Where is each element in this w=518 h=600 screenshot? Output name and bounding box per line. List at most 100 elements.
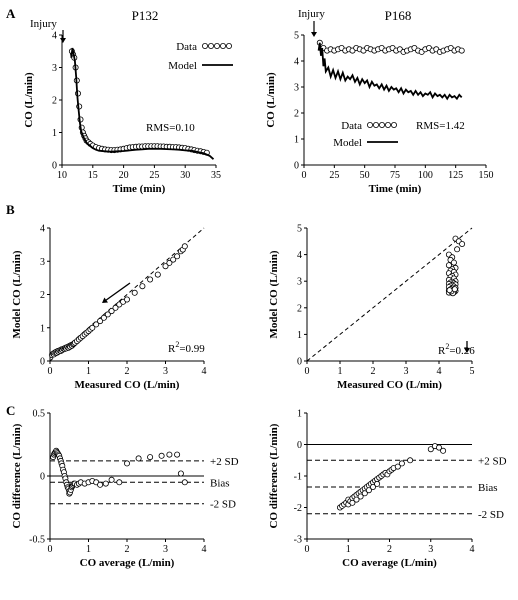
- x-axis-label: CO average (L/min): [80, 557, 175, 569]
- series-line: [317, 42, 463, 101]
- reference-line-label: -2 SD: [478, 509, 504, 521]
- x-tick-label: 2: [125, 366, 130, 377]
- y-tick-label: -2: [294, 503, 302, 514]
- legend-label: Data: [176, 41, 197, 53]
- data-point: [445, 262, 452, 269]
- x-tick-label: 2: [387, 544, 392, 555]
- x-tick-label: 35: [211, 170, 221, 181]
- x-tick-label: 50: [360, 170, 370, 181]
- data-point: [369, 483, 376, 490]
- data-point: [166, 259, 173, 266]
- data-point: [93, 321, 100, 328]
- x-tick-label: 5: [470, 366, 475, 377]
- legend-marker: [384, 122, 391, 129]
- data-point: [181, 243, 188, 250]
- reference-line-label: +2 SD: [478, 455, 507, 467]
- data-point: [108, 308, 115, 315]
- data-point: [394, 463, 401, 470]
- x-axis-label: CO average (L/min): [342, 557, 437, 569]
- x-tick-label: 15: [88, 170, 98, 181]
- injury-arrow-head: [60, 38, 66, 43]
- y-tick-label: 0: [297, 357, 302, 368]
- identity-line: [306, 227, 473, 362]
- data-point: [349, 499, 356, 506]
- x-tick-label: 3: [163, 544, 168, 555]
- panel-title: P168: [385, 8, 412, 23]
- x-tick-label: 125: [448, 170, 463, 181]
- stat-label: RMS=0.10: [146, 122, 195, 134]
- x-tick-label: 1: [346, 544, 351, 555]
- data-point: [100, 314, 107, 321]
- legend-label: Model: [333, 137, 362, 149]
- x-tick-label: 0: [305, 544, 310, 555]
- data-point: [353, 496, 360, 503]
- y-tick-label: 2: [297, 303, 302, 314]
- y-tick-label: 2: [52, 96, 57, 107]
- data-point: [174, 253, 181, 260]
- x-tick-label: 3: [163, 366, 168, 377]
- chart-c-right: 0 1 2 3 4 -3 -2 -1 0 1 CO average (L/min) CO differ…: [268, 409, 507, 570]
- legend-marker: [213, 43, 220, 50]
- data-point: [162, 263, 169, 270]
- y-tick-label: 2: [294, 109, 299, 120]
- chart-b-left: 0 1 2 3 4 0 1 2 3 4 Measured CO (L/min) Model CO (L…: [6, 202, 207, 391]
- data-point: [454, 246, 461, 253]
- x-tick-label: 0: [48, 544, 53, 555]
- x-tick-label: 25: [329, 170, 339, 181]
- data-point: [166, 451, 173, 458]
- legend-marker: [366, 122, 373, 129]
- y-tick-label: 3: [297, 277, 302, 288]
- y-tick-label: 0: [52, 161, 57, 172]
- data-point: [398, 460, 405, 467]
- trend-arrow: [105, 282, 131, 301]
- data-point: [116, 479, 123, 486]
- injury-label: Injury: [298, 8, 325, 20]
- y-axis-label: Model CO (L/min): [11, 250, 23, 338]
- data-point: [450, 259, 457, 266]
- data-point: [174, 451, 181, 458]
- x-tick-label: 10: [57, 170, 67, 181]
- x-tick-label: 150: [479, 170, 494, 181]
- panel-title: P132: [132, 8, 159, 23]
- data-point: [361, 490, 368, 497]
- x-tick-label: 25: [149, 170, 159, 181]
- data-point: [108, 476, 115, 483]
- y-tick-label: 5: [297, 224, 302, 235]
- data-point: [440, 447, 447, 454]
- series-line: [70, 47, 215, 160]
- data-point: [102, 480, 109, 487]
- trend-arrow-head: [102, 297, 108, 303]
- x-tick-label: 0: [302, 170, 307, 181]
- y-tick-label: 4: [40, 224, 45, 235]
- data-point: [97, 318, 104, 325]
- legend-marker: [225, 43, 232, 50]
- y-tick-label: 4: [52, 31, 57, 42]
- x-tick-label: 1: [86, 544, 91, 555]
- legend-label: Data: [341, 120, 362, 132]
- legend-marker: [219, 43, 226, 50]
- injury-label: Injury: [30, 18, 57, 30]
- x-tick-label: 4: [470, 544, 475, 555]
- y-tick-label: 0.5: [33, 409, 46, 420]
- data-point: [97, 481, 104, 488]
- reference-line-label: Bias: [478, 482, 498, 494]
- chart-c-left: 0 1 2 3 4-0.500.5CO average (L/min)CO differ…: [6, 403, 239, 569]
- data-point: [158, 452, 165, 459]
- legend-label: Model: [168, 60, 197, 72]
- panel-letter: C: [6, 403, 15, 418]
- data-point: [124, 296, 131, 303]
- x-tick-label: 3: [404, 366, 409, 377]
- stat-label: R2=0.26: [438, 342, 475, 357]
- data-point: [407, 457, 414, 464]
- reference-line-label: +2 SD: [210, 456, 239, 468]
- data-point: [458, 47, 465, 54]
- data-point: [131, 289, 138, 296]
- data-point: [177, 470, 184, 477]
- y-tick-label: 4: [294, 57, 299, 68]
- y-tick-label: 0: [40, 472, 45, 483]
- x-tick-label: 4: [202, 366, 207, 377]
- data-point: [124, 460, 131, 467]
- reference-line-label: -2 SD: [210, 499, 236, 511]
- x-tick-label: 100: [418, 170, 433, 181]
- x-tick-label: 30: [180, 170, 190, 181]
